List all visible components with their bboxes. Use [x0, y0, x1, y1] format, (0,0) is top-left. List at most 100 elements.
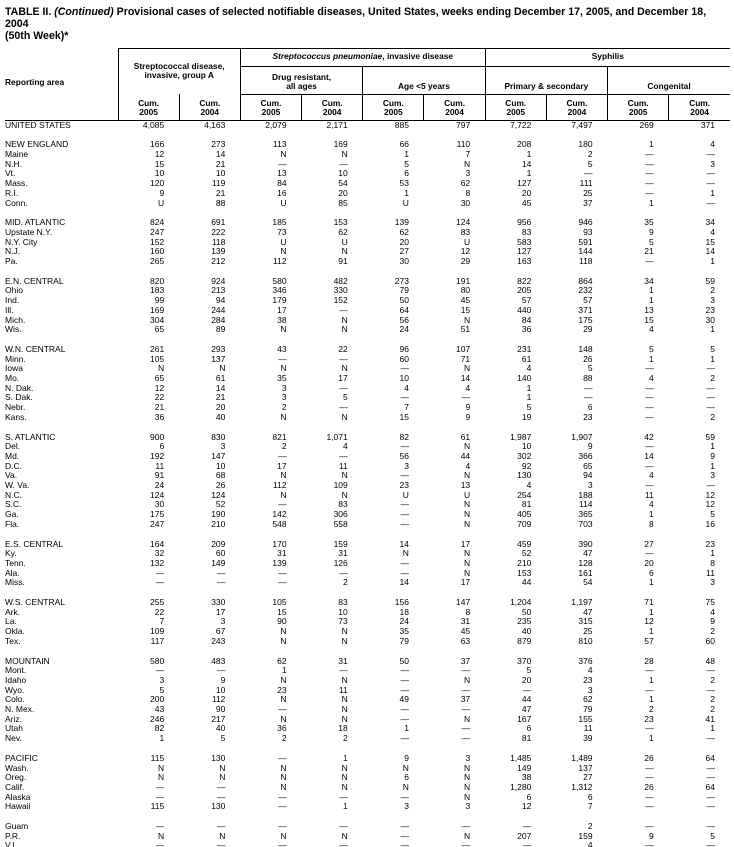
- value-cell: 35: [399, 626, 409, 637]
- value-cell: 140: [517, 373, 532, 384]
- value-cell: 8: [465, 187, 471, 198]
- value-cell: 50: [399, 295, 409, 306]
- value-cell: 10: [215, 684, 226, 695]
- value-cell: 6: [404, 168, 409, 179]
- value-cell: 1: [649, 606, 654, 617]
- value-cell: 149: [211, 557, 226, 568]
- value-cell: —: [400, 830, 409, 841]
- reporting-area-cell: La.: [5, 616, 17, 627]
- col-header-cum-2004: Cum. 2004: [423, 94, 486, 121]
- value-cell: 5: [587, 158, 593, 169]
- value-cell: 26: [583, 353, 593, 364]
- value-cell: 7,722: [510, 119, 532, 130]
- value-cell: N: [464, 791, 471, 802]
- value-cell: —: [461, 821, 471, 832]
- value-cell: 12: [705, 499, 715, 510]
- value-cell: —: [400, 392, 409, 403]
- value-cell: 83: [460, 226, 471, 237]
- table-row: W.S. CENTRAL 255 330 105 83 156 147 1,204 1,197 7…: [5, 588, 730, 608]
- value-cell: —: [522, 684, 532, 695]
- value-cell: 110: [456, 139, 471, 150]
- value-cell: 20: [521, 674, 532, 685]
- value-cell: 21: [154, 402, 165, 413]
- value-cell: 169: [150, 304, 165, 315]
- reporting-area-cell: Kans.: [5, 411, 27, 422]
- table-body: UNITED STATES 4,085 4,163 2,079 2,171 885 797 7…: [5, 120, 730, 847]
- value-cell: N: [219, 762, 226, 773]
- value-cell: 8: [465, 606, 471, 617]
- value-cell: 65: [154, 324, 165, 335]
- value-cell: 120: [150, 178, 165, 189]
- value-cell: 366: [578, 450, 593, 461]
- value-cell: 4: [343, 441, 348, 452]
- value-cell: 180: [578, 139, 593, 150]
- value-cell: N: [280, 713, 287, 724]
- value-cell: 5: [649, 343, 654, 354]
- value-cell: 2: [710, 626, 715, 637]
- reporting-area-cell: Wyo.: [5, 684, 25, 695]
- value-cell: —: [461, 733, 471, 744]
- value-cell: 15: [277, 606, 287, 617]
- value-cell: 330: [211, 597, 226, 608]
- col-header-cum-2005: Cum. 2005: [484, 94, 547, 121]
- value-cell: 3: [281, 392, 287, 403]
- value-cell: —: [645, 382, 654, 393]
- value-cell: 130: [211, 752, 226, 763]
- value-cell: 210: [211, 518, 226, 529]
- value-cell: —: [278, 450, 287, 461]
- value-cell: 57: [521, 295, 532, 306]
- value-cell: 235: [517, 616, 532, 627]
- value-cell: 127: [517, 246, 532, 257]
- value-cell: 90: [277, 616, 287, 627]
- value-cell: 4: [710, 606, 715, 617]
- value-cell: 3: [220, 616, 226, 627]
- value-cell: 879: [517, 635, 532, 646]
- value-cell: 3: [404, 460, 409, 471]
- value-cell: 94: [215, 295, 226, 306]
- value-cell: 243: [211, 635, 226, 646]
- table-row: Ind. 99 94 179 152 50 45 57 57 1 3: [5, 295, 730, 306]
- value-cell: 23: [399, 480, 409, 491]
- value-cell: 62: [583, 694, 593, 705]
- value-cell: N: [464, 781, 471, 792]
- reporting-area-cell: R.I.: [5, 187, 19, 198]
- value-cell: 254: [517, 489, 532, 500]
- value-cell: 67: [215, 626, 226, 637]
- value-cell: 31: [460, 616, 471, 627]
- value-cell: 2: [710, 704, 715, 715]
- value-cell: N: [280, 626, 287, 637]
- value-cell: N: [402, 548, 409, 559]
- value-cell: 22: [154, 606, 165, 617]
- value-cell: 12: [521, 801, 532, 812]
- value-cell: 924: [211, 275, 226, 286]
- value-cell: N: [464, 674, 471, 685]
- value-cell: 2,171: [326, 119, 348, 130]
- table-row: Fla. 247 210 548 558 — N 709 703 8 16: [5, 518, 730, 530]
- reporting-area-cell: Mo.: [5, 373, 20, 384]
- reporting-area-cell: W.N. CENTRAL: [5, 343, 66, 354]
- value-cell: 60: [705, 635, 715, 646]
- value-cell: 64: [705, 781, 715, 792]
- table-row: Minn. 105 137 — — 60 71 61 26 1 1: [5, 353, 730, 365]
- table-row: Kans. 36 40 N N 15 9 19 23 — 2: [5, 411, 730, 423]
- table-row: Wash. N N N N N N 149 137 — —: [5, 762, 730, 774]
- value-cell: —: [461, 665, 471, 676]
- value-cell: —: [339, 791, 348, 802]
- value-cell: 127: [517, 178, 532, 189]
- value-cell: 164: [150, 538, 165, 549]
- value-cell: 1: [649, 295, 654, 306]
- value-cell: 1: [649, 197, 654, 208]
- value-cell: 139: [272, 557, 287, 568]
- value-cell: —: [706, 733, 716, 744]
- value-cell: 1,197: [571, 597, 593, 608]
- value-cell: 124: [455, 217, 471, 228]
- value-cell: 15: [644, 314, 654, 325]
- value-cell: —: [706, 382, 716, 393]
- value-cell: 14: [644, 450, 654, 461]
- value-cell: 1: [710, 548, 715, 559]
- value-cell: U: [402, 197, 409, 208]
- value-cell: 14: [460, 373, 471, 384]
- value-cell: 26: [644, 781, 654, 792]
- value-cell: 153: [517, 567, 532, 578]
- value-cell: 9: [710, 450, 715, 461]
